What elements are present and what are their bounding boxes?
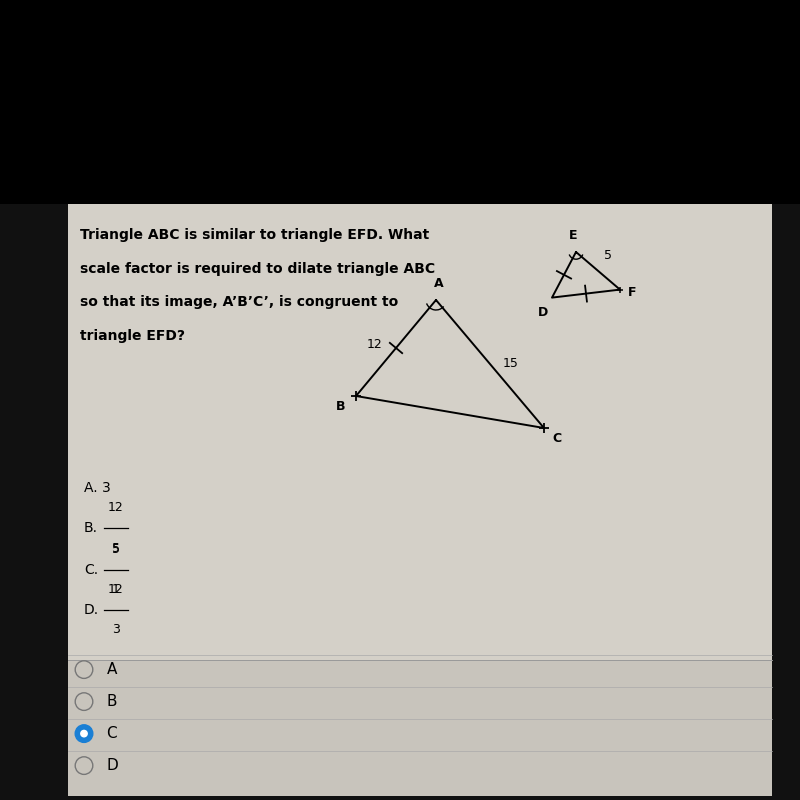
Text: 5: 5 [112,542,120,554]
Text: B.: B. [84,521,98,535]
Text: D.: D. [84,602,99,617]
Text: triangle EFD?: triangle EFD? [80,329,185,342]
Text: scale factor is required to dilate triangle ABC: scale factor is required to dilate trian… [80,262,435,275]
Text: C.: C. [84,562,98,577]
Text: B: B [106,694,117,709]
Text: F: F [628,286,637,298]
Circle shape [81,730,87,737]
Text: so that its image, A’B’C’, is congruent to: so that its image, A’B’C’, is congruent … [80,295,398,309]
Text: A. 3: A. 3 [84,481,110,495]
Text: B: B [336,400,346,413]
Text: Triangle ABC is similar to triangle EFD. What: Triangle ABC is similar to triangle EFD.… [80,228,430,242]
Text: 12: 12 [108,502,124,514]
Text: 15: 15 [502,357,518,370]
Text: 5: 5 [604,250,612,262]
Text: C: C [552,432,561,445]
Text: 12: 12 [108,583,124,596]
Circle shape [75,725,93,742]
Text: C: C [106,726,117,741]
Text: 1: 1 [112,583,120,596]
Bar [68,660,772,796]
Bar [68,204,772,660]
Bar [0,0,800,204]
Bar [68,204,772,796]
Text: 5: 5 [112,543,120,556]
Text: D: D [106,758,118,773]
Text: A: A [106,662,117,677]
Text: 12: 12 [366,338,382,350]
Text: A: A [434,277,443,290]
Text: D: D [538,306,548,318]
Text: 3: 3 [112,623,120,636]
Text: E: E [570,229,578,242]
